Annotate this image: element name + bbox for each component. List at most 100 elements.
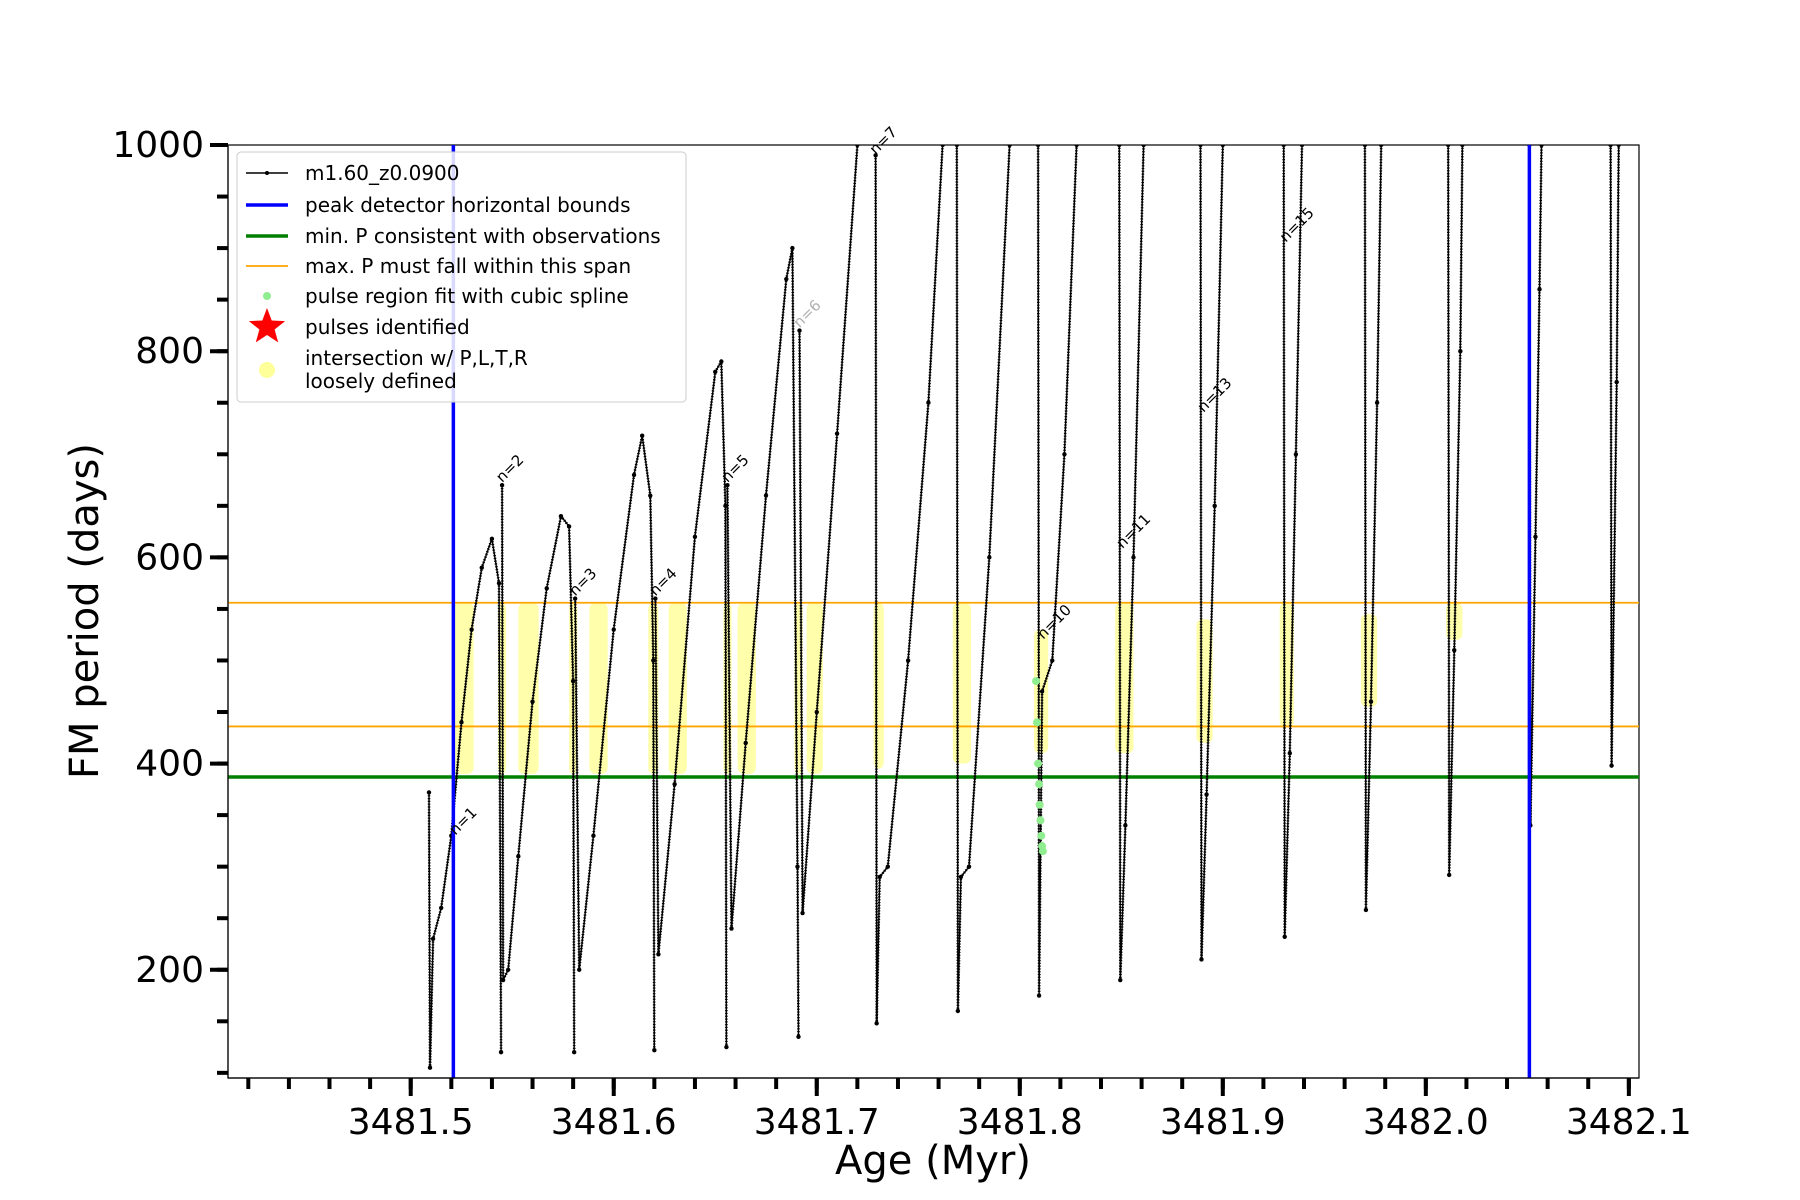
period-point-9-1 xyxy=(1035,145,1041,148)
period-point-1-2 xyxy=(427,1065,433,1070)
period-point-2-7 xyxy=(558,513,564,519)
highlight-band-18 xyxy=(1360,614,1378,707)
period-point-16-1 xyxy=(1608,145,1613,148)
legend-handle-circle xyxy=(259,362,275,378)
period-point-3-9 xyxy=(652,1047,657,1053)
period-point-3-5 xyxy=(631,472,637,478)
x-tick-label-7: 3482.1 xyxy=(1566,1102,1692,1143)
period-point-16-4 xyxy=(1616,145,1621,148)
highlight-band-13 xyxy=(952,602,972,764)
x-tick-label-6: 3482.0 xyxy=(1363,1102,1489,1143)
legend-label: pulse region fit with cubic spline xyxy=(305,284,629,308)
legend-entry-2: peak detector horizontal bounds xyxy=(246,193,631,217)
period-point-9-5 xyxy=(1062,452,1067,457)
period-point-7-5 xyxy=(905,658,911,663)
x-tick-label-5: 3481.9 xyxy=(1160,1102,1286,1143)
period-point-4-8 xyxy=(724,1044,729,1050)
period-curve-core-17 xyxy=(1692,145,1693,673)
y-tick-label-1: 200 xyxy=(135,950,204,991)
period-point-17-1 xyxy=(1690,143,1694,147)
legend-label: m1.60_z0.0900 xyxy=(305,161,460,185)
period-curve-core-4 xyxy=(654,359,728,1048)
period-point-11-3 xyxy=(1204,792,1209,797)
period-point-6-1 xyxy=(797,328,802,333)
period-curve-core-9 xyxy=(1037,145,1078,996)
highlight-band-9 xyxy=(737,602,756,774)
period-point-14-1 xyxy=(1445,145,1451,148)
period-point-17-2 xyxy=(1691,671,1695,675)
spline-point-5 xyxy=(1035,800,1044,809)
spline-fit-points xyxy=(1032,677,1047,856)
period-point-1-3 xyxy=(430,936,436,942)
spline-point-2 xyxy=(1033,718,1042,727)
period-point-5-6 xyxy=(790,245,795,251)
period-point-1-9 xyxy=(489,536,495,542)
horizontal-reference-lines xyxy=(228,601,1639,779)
period-point-4-1 xyxy=(653,596,658,601)
period-point-2-10 xyxy=(571,1050,577,1055)
legend-label: min. P consistent with observations xyxy=(305,224,661,248)
spline-point-3 xyxy=(1034,759,1043,768)
period-point-7-7 xyxy=(940,145,945,148)
period-point-5-4 xyxy=(763,493,769,498)
period-point-16-3 xyxy=(1614,379,1619,385)
highlight-band-3 xyxy=(518,602,539,774)
x-axis: 3481.5 3481.6 3481.7 3481.8 3481.9 3482.0 3482… xyxy=(228,1077,1692,1143)
period-point-12-2 xyxy=(1282,934,1287,939)
period-point-4-5 xyxy=(713,369,718,375)
legend-label: max. P must fall within this span xyxy=(305,254,631,278)
period-point-14-4 xyxy=(1458,348,1463,354)
period-point-7-2 xyxy=(874,1021,879,1026)
period-point-13-2 xyxy=(1363,907,1369,913)
period-point-13-4 xyxy=(1374,400,1380,405)
period-point-5-1 xyxy=(725,483,730,488)
period-point-6-4 xyxy=(834,431,840,436)
legend-box xyxy=(236,151,687,403)
period-point-2-5 xyxy=(530,699,535,704)
legend-handle-dot xyxy=(263,292,271,300)
period-point-12-3 xyxy=(1287,751,1293,756)
period-point-11-2 xyxy=(1199,957,1204,962)
x-tick-label-1: 3481.5 xyxy=(348,1102,474,1143)
period-point-10-1 xyxy=(1117,145,1122,148)
period-point-13-5 xyxy=(1378,145,1384,148)
period-point-10-4 xyxy=(1131,555,1136,560)
period-point-7-4 xyxy=(885,864,891,869)
period-point-12-5 xyxy=(1299,145,1305,148)
period-point-13-3 xyxy=(1368,699,1374,704)
period-point-8-1 xyxy=(954,145,960,148)
period-point-4-6 xyxy=(719,359,724,364)
highlight-band-11 xyxy=(806,602,823,774)
period-point-6-3 xyxy=(814,709,819,715)
period-point-1-10 xyxy=(496,580,502,586)
period-point-13-1 xyxy=(1362,145,1368,148)
period-point-1-6 xyxy=(459,720,464,725)
period-point-11-5 xyxy=(1220,145,1226,148)
period-point-2-4 xyxy=(516,854,521,859)
legend-handle-dot xyxy=(265,171,269,175)
period-point-11-1 xyxy=(1198,145,1203,148)
period-point-15-3 xyxy=(1533,534,1538,539)
period-point-15-5 xyxy=(1539,145,1544,148)
period-point-2-1 xyxy=(499,483,505,488)
period-point-3-2 xyxy=(577,967,582,972)
period-point-14-5 xyxy=(1460,145,1465,148)
period-point-14-3 xyxy=(1452,647,1457,653)
period-point-4-7 xyxy=(723,503,728,509)
y-tick-label-4: 800 xyxy=(135,331,204,372)
period-point-3-6 xyxy=(639,433,645,438)
spline-point-9 xyxy=(1038,847,1047,856)
x-tick-label-2: 3481.6 xyxy=(551,1102,677,1143)
y-tick-label-2: 400 xyxy=(135,744,204,785)
period-point-8-3 xyxy=(958,874,964,880)
spline-point-1 xyxy=(1032,677,1041,686)
y-tick-label-5: 1000 xyxy=(112,125,204,166)
period-point-3-7 xyxy=(648,493,653,498)
period-point-10-5 xyxy=(1141,145,1146,148)
legend-star-icon xyxy=(248,308,286,343)
period-point-5-3 xyxy=(743,740,748,746)
period-point-2-3 xyxy=(505,967,511,972)
period-point-4-3 xyxy=(672,781,677,787)
period-curve-core-2 xyxy=(501,485,575,1053)
